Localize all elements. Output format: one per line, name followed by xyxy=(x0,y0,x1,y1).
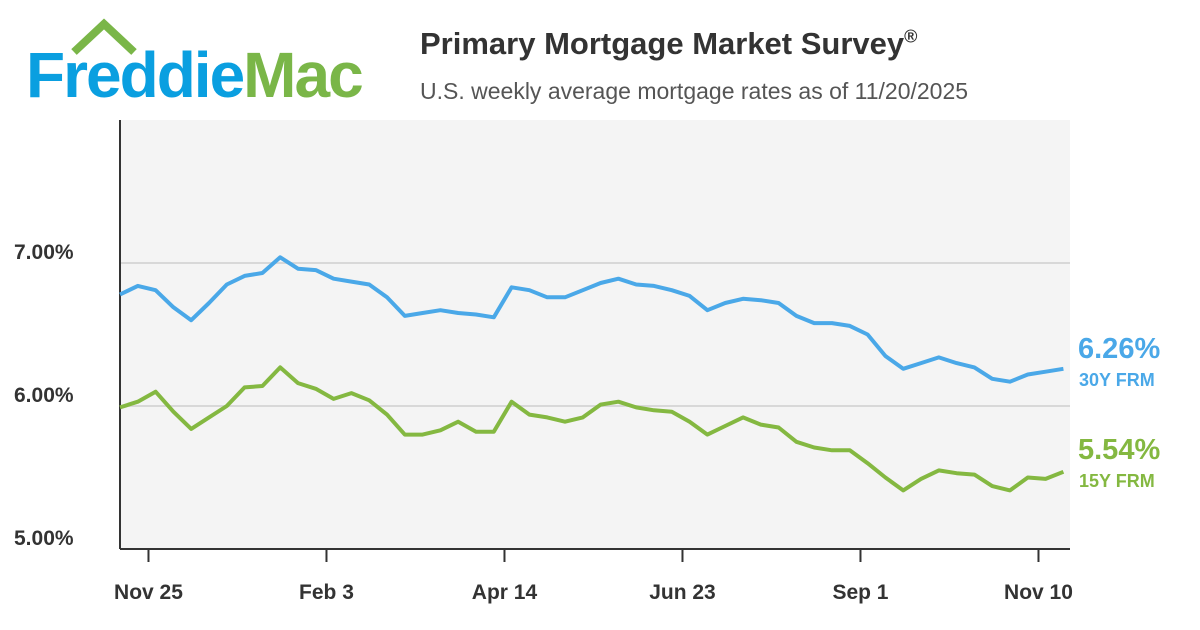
logo-freddie: Freddie xyxy=(26,39,245,111)
title-text: Primary Mortgage Market Survey xyxy=(420,26,905,61)
y-tick-label: 7.00% xyxy=(14,241,74,264)
series-name-label: 15Y FRM xyxy=(1079,471,1155,491)
page-subtitle: U.S. weekly average mortgage rates as of… xyxy=(420,78,969,104)
logo-mac: Mac xyxy=(243,39,363,111)
x-tick-label: Sep 1 xyxy=(832,581,888,604)
plot-background xyxy=(120,120,1070,549)
x-tick-label: Jun 23 xyxy=(649,581,716,604)
freddie-mac-logo: FreddieMac xyxy=(26,18,386,111)
house-roof-icon xyxy=(71,18,137,55)
y-tick-label: 5.00% xyxy=(14,527,74,550)
series-line-30y-frm xyxy=(119,255,1064,384)
end-value-label: 6.26% xyxy=(1078,333,1160,365)
end-value-label: 5.54% xyxy=(1078,434,1160,466)
registered-mark: ® xyxy=(904,26,918,47)
x-tick-label: Nov 25 xyxy=(114,581,183,604)
page-title: Primary Mortgage Market Survey® xyxy=(420,26,917,62)
x-tick-label: Feb 3 xyxy=(299,581,354,604)
series-line-15y-frm xyxy=(119,365,1065,493)
series-name-label: 30Y FRM xyxy=(1079,370,1155,390)
x-tick-label: Nov 10 xyxy=(1004,581,1073,604)
y-tick-label: 6.00% xyxy=(14,384,74,407)
x-tick-label: Apr 14 xyxy=(472,581,538,604)
